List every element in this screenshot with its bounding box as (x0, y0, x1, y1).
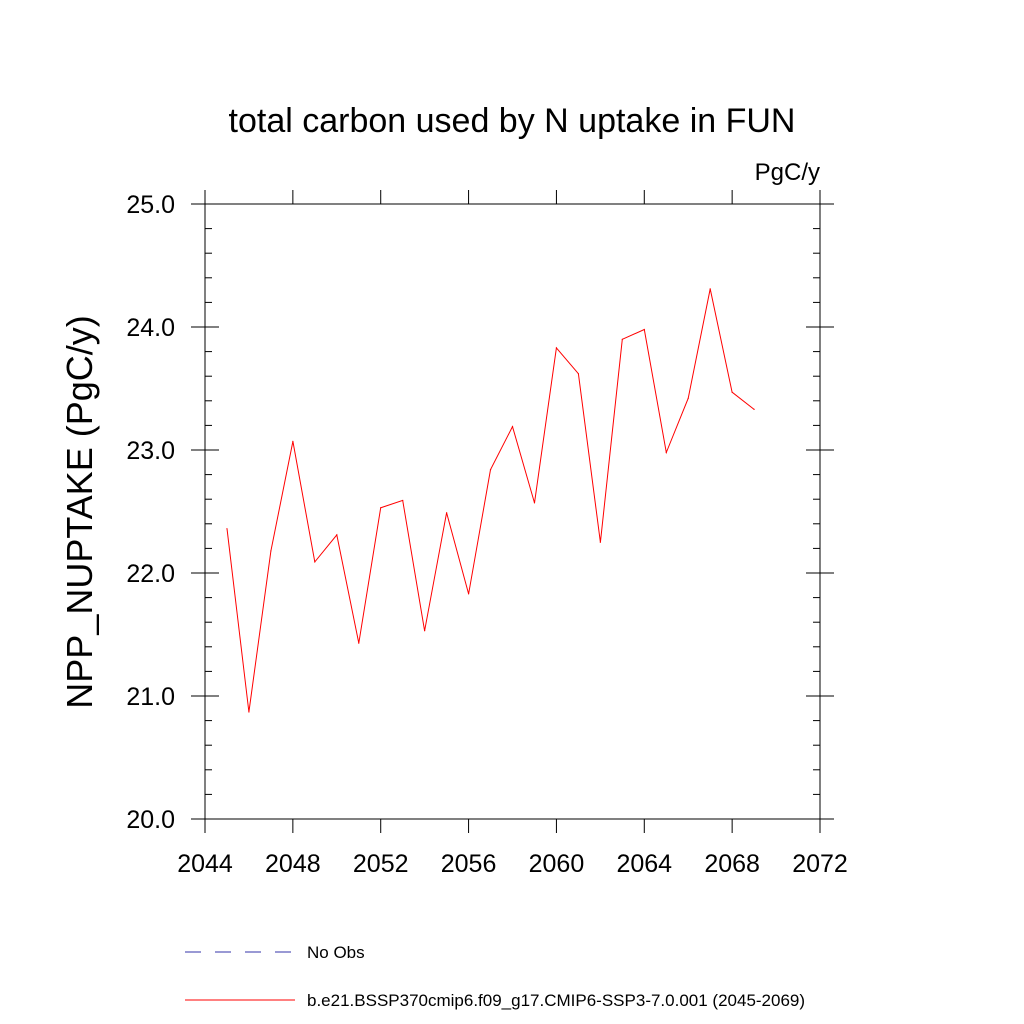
data-point (665, 451, 667, 454)
x-tick-label: 2056 (441, 850, 497, 878)
data-point (511, 426, 514, 428)
y-tick-label: 25.0 (126, 191, 175, 219)
y-tick-label: 24.0 (126, 314, 175, 342)
data-point (424, 630, 426, 632)
y-tick-label: 20.0 (126, 806, 175, 834)
y-axis-label: NPP_NUPTAKE (PgC/y) (59, 315, 100, 708)
data-point (292, 440, 294, 442)
series-line-0 (226, 288, 755, 713)
data-point (446, 512, 448, 514)
data-point (555, 347, 558, 349)
data-point (687, 397, 689, 399)
data-point (489, 469, 492, 471)
data-point (577, 373, 579, 375)
legend: No Obs b.e21.BSSP370cmip6.f09_g17.CMIP6-… (185, 943, 805, 1010)
data-point (467, 593, 470, 595)
x-tick-label: 2068 (704, 850, 760, 878)
x-tick-label: 2072 (792, 850, 848, 878)
data-point (336, 534, 338, 536)
data-point (270, 550, 272, 552)
chart-title: total carbon used by N uptake in FUN (229, 102, 796, 140)
series-group (226, 288, 755, 713)
data-point (248, 711, 250, 713)
data-point (358, 642, 360, 644)
y-tick-label: 21.0 (126, 683, 175, 711)
units-label: PgC/y (755, 159, 820, 186)
y-tick-label: 23.0 (126, 437, 175, 465)
legend-label-no-obs: No Obs (307, 943, 365, 962)
data-point (753, 408, 755, 411)
data-point (533, 502, 536, 504)
data-point (621, 338, 623, 340)
axis-tick-labels: 2044 2048 2052 2056 2060 2064 2068 2072 20.0 21.0… (126, 191, 847, 878)
x-tick-label: 2060 (529, 850, 585, 878)
data-point (709, 288, 711, 290)
data-point (380, 507, 382, 509)
x-tick-label: 2064 (616, 850, 672, 878)
x-tick-label: 2048 (265, 850, 321, 878)
data-point (402, 499, 404, 502)
data-point (599, 541, 601, 543)
plot-frame (204, 203, 821, 820)
x-tick-label: 2044 (177, 850, 233, 878)
axis-ticks (191, 190, 834, 833)
data-point (643, 328, 645, 331)
legend-label-model-run: b.e21.BSSP370cmip6.f09_g17.CMIP6-SSP3-7.… (307, 991, 805, 1010)
data-point (731, 391, 733, 393)
x-tick-label: 2052 (353, 850, 409, 878)
data-point (314, 561, 316, 563)
data-point (226, 528, 228, 530)
y-tick-label: 22.0 (126, 560, 175, 588)
